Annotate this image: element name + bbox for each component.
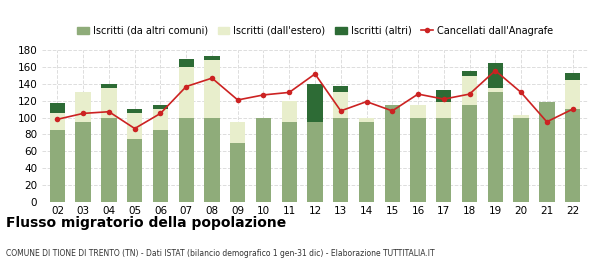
Bar bbox=[230, 143, 245, 202]
Text: COMUNE DI TIONE DI TRENTO (TN) - Dati ISTAT (bilancio demografico 1 gen-31 dic) : COMUNE DI TIONE DI TRENTO (TN) - Dati IS… bbox=[6, 249, 434, 258]
Bar bbox=[179, 67, 194, 118]
Bar bbox=[256, 118, 271, 202]
Bar bbox=[436, 90, 451, 102]
Bar bbox=[359, 118, 374, 122]
Bar bbox=[230, 122, 245, 143]
Bar bbox=[514, 118, 529, 202]
Bar bbox=[153, 130, 168, 202]
Bar bbox=[76, 122, 91, 202]
Bar bbox=[127, 113, 142, 139]
Bar bbox=[179, 118, 194, 202]
Bar bbox=[101, 118, 116, 202]
Bar bbox=[462, 71, 477, 76]
Bar bbox=[50, 103, 65, 113]
Bar bbox=[488, 92, 503, 202]
Bar bbox=[410, 118, 426, 202]
Legend: Iscritti (da altri comuni), Iscritti (dall'estero), Iscritti (altri), Cancellati: Iscritti (da altri comuni), Iscritti (da… bbox=[73, 22, 557, 40]
Bar bbox=[127, 109, 142, 113]
Bar bbox=[436, 102, 451, 118]
Text: Flusso migratorio della popolazione: Flusso migratorio della popolazione bbox=[6, 216, 286, 230]
Bar bbox=[153, 105, 168, 109]
Bar bbox=[565, 73, 580, 80]
Bar bbox=[462, 105, 477, 202]
Bar bbox=[462, 76, 477, 105]
Bar bbox=[385, 105, 400, 202]
Bar bbox=[76, 92, 91, 122]
Bar bbox=[565, 80, 580, 109]
Bar bbox=[281, 122, 297, 202]
Bar bbox=[50, 113, 65, 130]
Bar bbox=[410, 105, 426, 118]
Bar bbox=[127, 139, 142, 202]
Bar bbox=[333, 92, 349, 118]
Bar bbox=[359, 122, 374, 202]
Bar bbox=[333, 86, 349, 92]
Bar bbox=[204, 56, 220, 60]
Bar bbox=[101, 88, 116, 118]
Bar bbox=[50, 130, 65, 202]
Bar bbox=[204, 60, 220, 118]
Bar bbox=[565, 109, 580, 202]
Bar bbox=[204, 118, 220, 202]
Bar bbox=[179, 59, 194, 67]
Bar bbox=[307, 84, 323, 122]
Bar bbox=[101, 84, 116, 88]
Bar bbox=[307, 122, 323, 202]
Bar bbox=[539, 102, 554, 202]
Bar bbox=[333, 118, 349, 202]
Bar bbox=[488, 88, 503, 92]
Bar bbox=[488, 63, 503, 88]
Bar bbox=[153, 109, 168, 130]
Bar bbox=[514, 115, 529, 118]
Bar bbox=[436, 118, 451, 202]
Bar bbox=[281, 101, 297, 122]
